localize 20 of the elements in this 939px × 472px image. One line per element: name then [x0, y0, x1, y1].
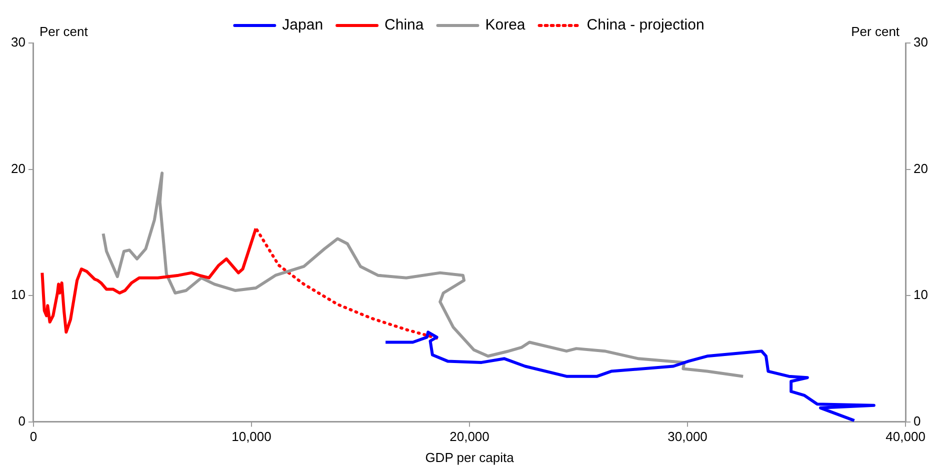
y2-tick-label: 20	[914, 160, 928, 176]
x-axis-title: GDP per capita	[425, 450, 515, 465]
y-tick-label: 30	[10, 34, 26, 50]
y2-tick-label: 10	[914, 287, 928, 302]
y-tick-label: 10	[10, 287, 26, 302]
legend-label: China - projection	[586, 16, 704, 34]
y-tick-label: 20	[10, 160, 26, 176]
legend-label: Japan	[282, 16, 324, 34]
y2-axis-title: Per cent	[851, 24, 900, 40]
y-axis-title: Per cent	[39, 24, 88, 40]
x-tick-label: 30,000	[668, 429, 708, 444]
x-tick-label: 0	[30, 429, 38, 444]
x-tick-label: 40,000	[886, 429, 926, 444]
y-tick-label: 0	[18, 413, 26, 428]
y2-tick-label: 30	[914, 34, 928, 50]
legend-label: China	[384, 16, 424, 34]
x-tick-label: 10,000	[232, 429, 272, 444]
y2-tick-label: 0	[914, 413, 921, 428]
legend-label: Korea	[485, 16, 526, 34]
x-tick-label: 20,000	[450, 429, 490, 444]
